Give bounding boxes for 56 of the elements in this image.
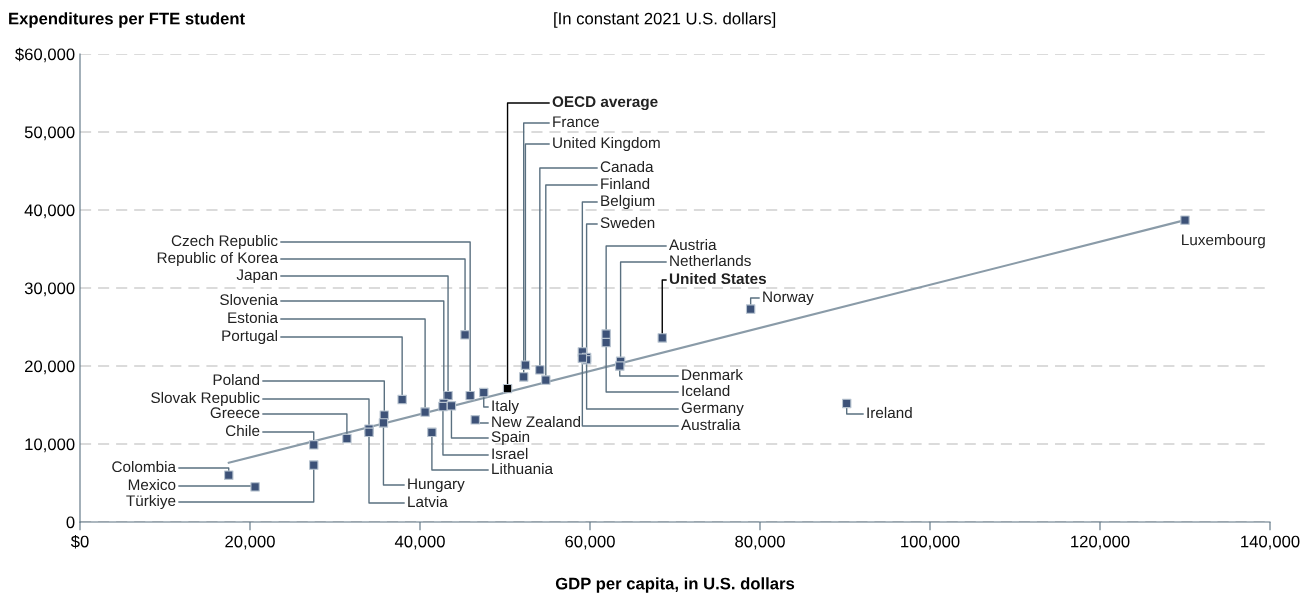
- annotation: Sweden: [600, 216, 655, 229]
- annotation: Slovenia: [220, 293, 278, 306]
- point: [502, 383, 513, 394]
- annotation: Austria: [669, 238, 717, 251]
- annotation: Iceland: [682, 384, 730, 397]
- annotation: Germany: [681, 402, 744, 417]
- annotation: Italy: [492, 399, 519, 415]
- annotation: Finland: [601, 177, 650, 190]
- y-tick-label: 30,000: [24, 282, 75, 297]
- y-tick-label: 50,000: [24, 126, 75, 141]
- annotation: Israel: [492, 447, 528, 460]
- annotation: Republic of Korea: [157, 251, 279, 267]
- x-tick-label: $0: [70, 534, 89, 549]
- annotation: Chile: [225, 424, 260, 437]
- y-tick-label: 20,000: [25, 360, 75, 375]
- x-tick-label: 120,000: [1071, 535, 1130, 550]
- annotation: Australia: [681, 418, 741, 431]
- annotation: Spain: [491, 430, 530, 446]
- annotation: Slovak Republic: [151, 391, 260, 407]
- y-tick-label: 40,000: [24, 204, 75, 219]
- annotation: Türkiye: [126, 494, 176, 510]
- x-tick-label: 60,000: [565, 535, 615, 550]
- annotation: OECD average: [552, 96, 658, 111]
- annotation: New Zealand: [492, 415, 581, 428]
- annotation: Belgium: [601, 194, 655, 210]
- y-axis-title: Expenditures per FTE student: [9, 12, 245, 28]
- x-tick-label: 40,000: [394, 535, 445, 550]
- annotation: Netherlands: [670, 254, 751, 267]
- annotation: Ireland: [867, 406, 912, 419]
- annotation: United Kingdom: [553, 136, 660, 152]
- annotation: Canada: [600, 160, 654, 173]
- y-tick-label: $60,000: [15, 47, 75, 63]
- annotation: Colombia: [112, 460, 176, 473]
- annotation: France: [553, 116, 599, 128]
- annotation: Czech Republic: [171, 234, 278, 250]
- y-tick-label: 10,000: [25, 438, 75, 453]
- annotation: Greece: [210, 407, 260, 419]
- annotation: Lithuania: [492, 462, 554, 475]
- annotation: Poland: [213, 373, 260, 386]
- y-tick-label: 0: [66, 516, 75, 529]
- annotation: Latvia: [408, 495, 448, 508]
- annotation: Norway: [763, 291, 814, 306]
- annotation: Japan: [236, 269, 278, 284]
- chart-subtitle: [In constant 2021 U.S. dollars]: [554, 12, 776, 28]
- annotation: Luxembourg: [1182, 234, 1265, 249]
- annotation: Denmark: [682, 368, 743, 381]
- annotation: United States: [669, 272, 766, 285]
- annotation: Hungary: [408, 478, 465, 493]
- x-tick-label: 80,000: [735, 535, 785, 550]
- annotation: Estonia: [228, 311, 278, 324]
- x-tick-label: 20,000: [225, 535, 275, 550]
- annotation: Mexico: [128, 478, 176, 491]
- annotation: Portugal: [222, 329, 277, 345]
- x-tick-label: 100,000: [901, 535, 960, 550]
- x-axis-title: GDP per capita, in U.S. dollars: [555, 577, 795, 593]
- x-tick-label: 140,000: [1241, 535, 1300, 550]
